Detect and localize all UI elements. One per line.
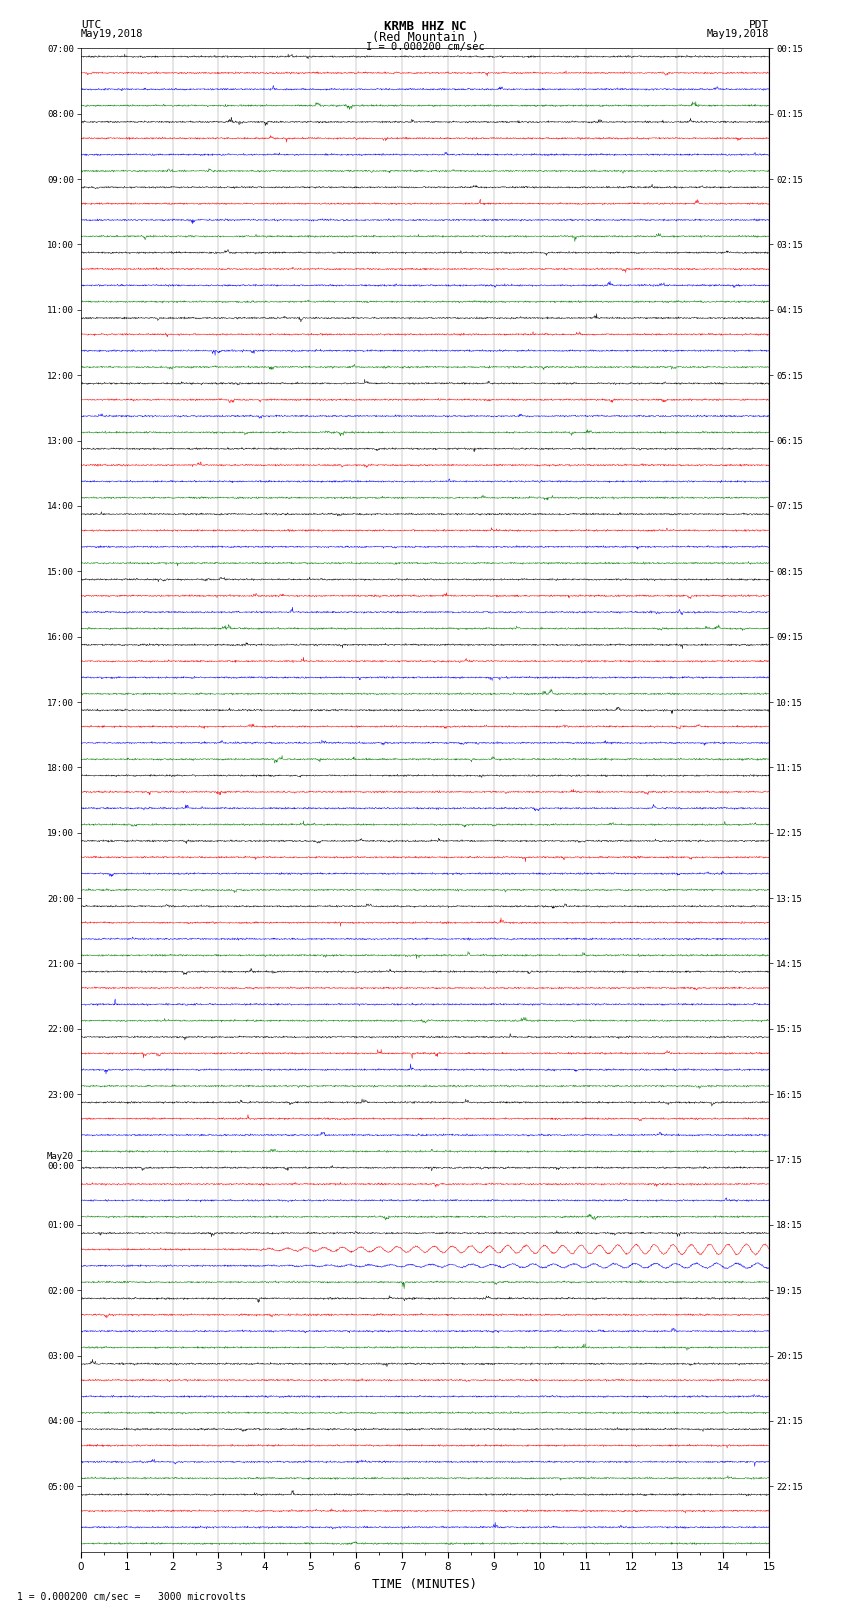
Text: (Red Mountain ): (Red Mountain ) <box>371 31 479 44</box>
Text: May19,2018: May19,2018 <box>81 29 144 39</box>
Text: UTC: UTC <box>81 19 101 31</box>
Text: May19,2018: May19,2018 <box>706 29 769 39</box>
Text: 1 = 0.000200 cm/sec =   3000 microvolts: 1 = 0.000200 cm/sec = 3000 microvolts <box>17 1592 246 1602</box>
Text: PDT: PDT <box>749 19 769 31</box>
Text: I = 0.000200 cm/sec: I = 0.000200 cm/sec <box>366 42 484 52</box>
Text: KRMB HHZ NC: KRMB HHZ NC <box>383 19 467 34</box>
X-axis label: TIME (MINUTES): TIME (MINUTES) <box>372 1578 478 1590</box>
